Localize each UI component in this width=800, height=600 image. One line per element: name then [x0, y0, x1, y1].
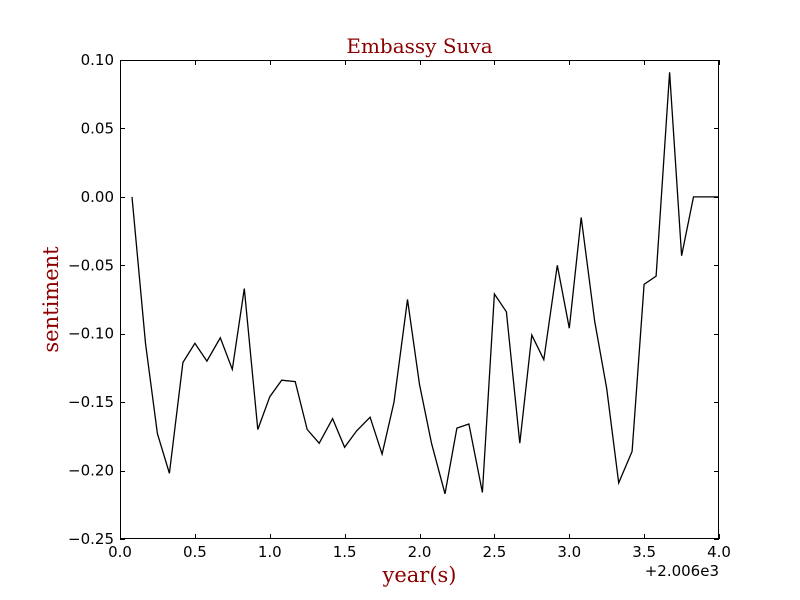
- plot-area: [120, 60, 719, 539]
- x-tick-label: 0.5: [183, 543, 207, 561]
- y-tick-label: −0.05: [68, 256, 114, 274]
- x-tick-label: 2.0: [408, 543, 432, 561]
- x-tick-label: 4.0: [707, 543, 731, 561]
- plot-frame: [120, 60, 719, 539]
- x-axis-label: year(s): [381, 563, 456, 587]
- y-tick-label: 0.00: [81, 188, 114, 206]
- x-tick-label: 2.5: [482, 543, 506, 561]
- y-tick-label: 0.10: [81, 51, 114, 69]
- chart-title: Embassy Suva: [346, 34, 492, 58]
- y-tick-label: −0.15: [68, 393, 114, 411]
- y-tick-label: 0.05: [81, 119, 114, 137]
- x-tick-label: 1.5: [333, 543, 357, 561]
- y-tick-label: −0.20: [68, 462, 114, 480]
- y-tick-label: −0.10: [68, 325, 114, 343]
- series-layer: [131, 72, 719, 494]
- x-tick-label: 1.0: [258, 543, 282, 561]
- y-axis-label: sentiment: [39, 246, 63, 353]
- x-tick-label: 3.5: [632, 543, 656, 561]
- x-axis-offset-label: +2.006e3: [645, 562, 719, 580]
- ticks-layer: 0.0 0.5 1.0 1.5 2.0 2.5 3.0 3.5 4.0 0.10 0.05 0.00 −…: [68, 51, 731, 561]
- x-tick-label: 3.0: [557, 543, 581, 561]
- series-line: [131, 72, 719, 494]
- y-tick-label: −0.25: [68, 530, 114, 548]
- x-tick-label: 0.0: [108, 543, 132, 561]
